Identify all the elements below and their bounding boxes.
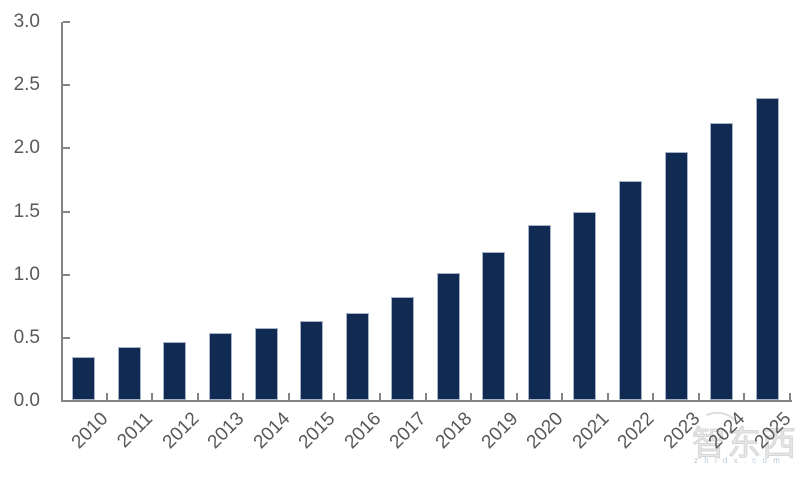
watermark-logo-text: 智东西 <box>692 425 797 464</box>
watermark-domain-text: z h i d x . c o m <box>694 456 782 465</box>
x-tick-15 <box>743 393 746 400</box>
x-tick-label-2013: 2013 <box>203 408 249 454</box>
x-tick-12 <box>606 393 609 400</box>
x-tick-label-2021: 2021 <box>568 408 614 454</box>
y-tick-1.5 <box>63 210 70 213</box>
bar-2013 <box>208 332 232 400</box>
bar-2010 <box>72 356 96 400</box>
x-tick-label-2019: 2019 <box>477 408 522 454</box>
y-tick-0.5 <box>63 336 70 339</box>
y-tick-label-2.0: 2.0 <box>13 137 40 159</box>
y-tick-label-2.5: 2.5 <box>13 74 40 96</box>
x-tick-8 <box>424 393 427 400</box>
x-tick-5 <box>287 393 290 400</box>
y-tick-3.0 <box>63 21 70 23</box>
x-tick-1 <box>105 393 108 400</box>
x-tick-14 <box>697 393 700 400</box>
x-tick-6 <box>333 393 336 400</box>
x-tick-13 <box>652 393 655 400</box>
y-tick-label-0.0: 0.0 <box>13 390 40 411</box>
y-tick-1.0 <box>63 273 70 276</box>
x-tick-2 <box>151 393 154 400</box>
bar-2016 <box>345 312 369 400</box>
bar-2012 <box>163 341 187 400</box>
x-tick-label-2012: 2012 <box>158 408 204 454</box>
x-tick-11 <box>561 393 564 400</box>
x-tick-label-2017: 2017 <box>386 408 431 454</box>
x-tick-label-2015: 2015 <box>294 408 340 454</box>
bar-2018 <box>436 273 460 400</box>
x-axis-line <box>61 400 792 402</box>
bar-2019 <box>482 251 506 400</box>
bar-2015 <box>300 321 324 400</box>
bar-2011 <box>117 346 141 400</box>
bar-2025 <box>755 97 779 400</box>
y-tick-label-1.0: 1.0 <box>13 263 40 285</box>
y-tick-label-1.5: 1.5 <box>13 200 40 222</box>
x-tick-label-2010: 2010 <box>67 408 112 454</box>
x-tick-3 <box>196 393 199 400</box>
x-tick-16 <box>789 393 791 400</box>
bar-2022 <box>619 181 643 400</box>
x-tick-7 <box>378 393 381 400</box>
bar-2017 <box>391 297 415 400</box>
x-tick-label-2011: 2011 <box>113 408 158 453</box>
y-tick-label-3.0: 3.0 <box>13 11 40 32</box>
y-tick-label-0.5: 0.5 <box>13 326 40 348</box>
x-tick-label-2022: 2022 <box>613 408 659 454</box>
bar-2021 <box>573 211 597 400</box>
bar-2024 <box>710 123 734 400</box>
bar-2014 <box>254 327 278 400</box>
x-tick-label-2016: 2016 <box>340 408 386 454</box>
y-tick-2.5 <box>63 84 70 87</box>
bar-2023 <box>664 152 688 400</box>
x-tick-9 <box>470 393 473 400</box>
x-tick-10 <box>515 393 518 400</box>
x-tick-label-2018: 2018 <box>431 408 477 454</box>
y-axis-line <box>61 22 63 401</box>
watermark: 智东西 z h i d x . c o m <box>690 407 800 472</box>
x-tick-4 <box>242 393 245 400</box>
x-tick-label-2014: 2014 <box>249 408 295 454</box>
x-tick-label-2020: 2020 <box>522 408 568 454</box>
bar-2020 <box>527 225 551 400</box>
y-tick-2.0 <box>63 147 70 150</box>
